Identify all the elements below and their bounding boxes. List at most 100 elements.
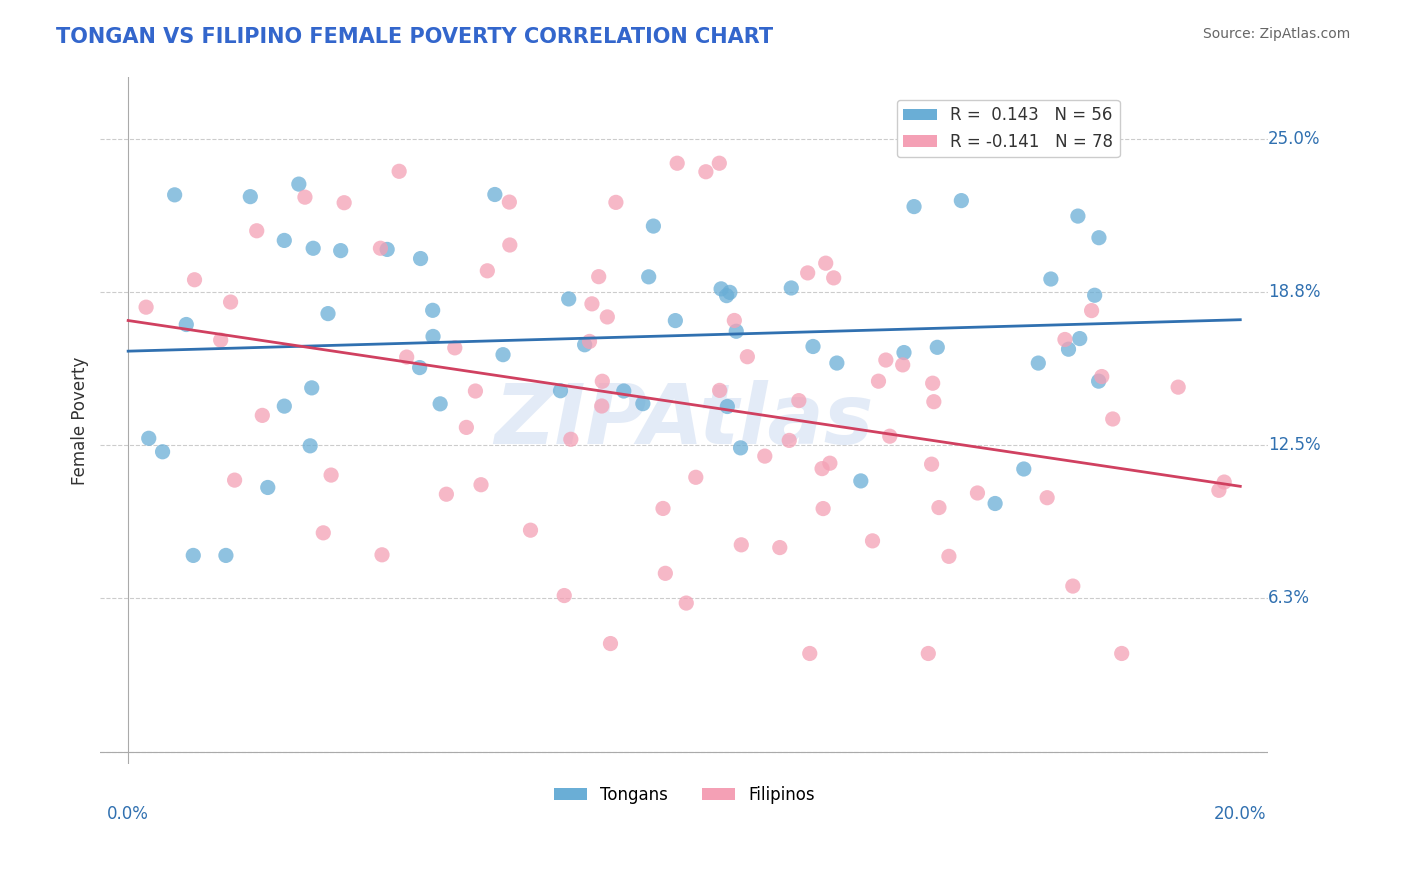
- Point: [224, 473, 246, 487]
- Point: [408, 360, 430, 375]
- Point: [654, 566, 676, 581]
- Point: [183, 273, 205, 287]
- Point: [256, 480, 278, 494]
- Point: [643, 219, 665, 233]
- Point: [599, 636, 621, 650]
- Point: [1067, 209, 1090, 223]
- Point: [709, 384, 731, 398]
- Point: [709, 156, 731, 170]
- Point: [596, 310, 619, 324]
- Point: [631, 397, 654, 411]
- Text: 6.3%: 6.3%: [1268, 590, 1310, 607]
- Point: [613, 384, 636, 398]
- Point: [811, 461, 834, 475]
- Point: [581, 297, 603, 311]
- Point: [984, 496, 1007, 510]
- Point: [879, 429, 901, 443]
- Point: [395, 350, 418, 364]
- Point: [605, 195, 627, 210]
- Point: [574, 338, 596, 352]
- Point: [557, 292, 579, 306]
- Point: [1213, 475, 1236, 489]
- Point: [917, 647, 939, 661]
- Point: [801, 339, 824, 353]
- Point: [737, 350, 759, 364]
- Point: [787, 393, 810, 408]
- Point: [695, 165, 717, 179]
- Point: [499, 238, 522, 252]
- Text: Source: ZipAtlas.com: Source: ZipAtlas.com: [1202, 27, 1350, 41]
- Point: [1053, 333, 1076, 347]
- Text: 0.0%: 0.0%: [107, 805, 149, 823]
- Point: [1026, 356, 1049, 370]
- Point: [1208, 483, 1230, 498]
- Point: [375, 243, 398, 257]
- Point: [718, 285, 741, 300]
- Point: [664, 313, 686, 327]
- Point: [174, 318, 197, 332]
- Point: [588, 269, 610, 284]
- Point: [893, 345, 915, 359]
- Point: [730, 538, 752, 552]
- Point: [1091, 369, 1114, 384]
- Point: [464, 384, 486, 398]
- Point: [252, 409, 274, 423]
- Point: [903, 200, 925, 214]
- Point: [294, 190, 316, 204]
- Text: ZIPAtlas: ZIPAtlas: [495, 380, 875, 461]
- Point: [443, 341, 465, 355]
- Point: [875, 353, 897, 368]
- Point: [780, 281, 803, 295]
- Point: [1062, 579, 1084, 593]
- Point: [370, 241, 392, 255]
- Point: [938, 549, 960, 564]
- Point: [868, 374, 890, 388]
- Point: [163, 187, 186, 202]
- Point: [219, 295, 242, 310]
- Point: [434, 487, 457, 501]
- Point: [723, 313, 745, 327]
- Point: [429, 397, 451, 411]
- Point: [1088, 230, 1111, 244]
- Point: [950, 194, 973, 208]
- Point: [492, 348, 515, 362]
- Point: [818, 456, 841, 470]
- Point: [1039, 272, 1062, 286]
- Point: [823, 271, 845, 285]
- Point: [921, 376, 943, 391]
- Point: [422, 303, 444, 318]
- Point: [666, 156, 689, 170]
- Point: [825, 356, 848, 370]
- Point: [333, 195, 356, 210]
- Point: [591, 374, 613, 388]
- Point: [209, 333, 232, 347]
- Point: [138, 431, 160, 445]
- Point: [302, 241, 325, 255]
- Point: [316, 307, 339, 321]
- Point: [371, 548, 394, 562]
- Point: [152, 444, 174, 458]
- Point: [312, 525, 335, 540]
- Text: 18.8%: 18.8%: [1268, 283, 1320, 301]
- Point: [778, 434, 800, 448]
- Text: 20.0%: 20.0%: [1213, 805, 1267, 823]
- Point: [470, 477, 492, 491]
- Point: [891, 358, 914, 372]
- Point: [299, 439, 322, 453]
- Point: [484, 187, 506, 202]
- Point: [921, 457, 943, 471]
- Point: [685, 470, 707, 484]
- Point: [550, 384, 572, 398]
- Point: [273, 399, 295, 413]
- Point: [710, 282, 733, 296]
- Point: [181, 549, 204, 563]
- Point: [560, 432, 582, 446]
- Point: [928, 500, 950, 515]
- Point: [288, 177, 311, 191]
- Point: [796, 266, 818, 280]
- Point: [966, 486, 988, 500]
- Point: [730, 441, 752, 455]
- Point: [1036, 491, 1059, 505]
- Point: [498, 195, 520, 210]
- Point: [814, 256, 837, 270]
